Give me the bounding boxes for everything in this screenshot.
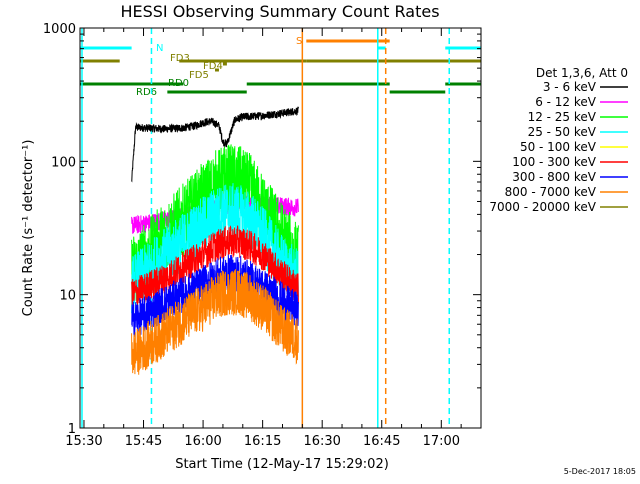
y-tick-label: 100 (51, 155, 76, 170)
x-tick-label: 15:45 (125, 434, 162, 449)
x-axis-label: Start Time (12-May-17 15:29:02) (175, 457, 389, 472)
flag-label-rd6: RD6 (136, 87, 157, 98)
legend-label: 6 - 12 keV (535, 95, 597, 109)
flag-label-fd3: FD3 (170, 53, 190, 64)
legend-label: 3 - 6 keV (543, 80, 597, 94)
legend-label: 50 - 100 keV (520, 140, 597, 154)
legend-label: 100 - 300 keV (512, 155, 596, 169)
legend-label: 300 - 800 keV (512, 170, 596, 184)
flag-label-s: S (296, 36, 302, 47)
legend-label: 12 - 25 keV (528, 110, 597, 124)
legend-title: Det 1,3,6, Att 0 (536, 66, 628, 80)
chart-title: HESSI Observing Summary Count Rates (120, 2, 439, 21)
y-tick-label: 1 (68, 422, 76, 437)
flag-label-fd4: FD4 (203, 61, 223, 72)
data-series (131, 106, 299, 375)
x-tick-label: 16:15 (244, 434, 281, 449)
legend-label: 800 - 7000 keV (505, 185, 597, 199)
flag-label-fd5: FD5 (189, 70, 209, 81)
series-line (131, 225, 299, 310)
x-tick-label: 15:30 (65, 434, 102, 449)
series-line (131, 106, 299, 183)
axes: 15:30 15:45 16:00 16:15 16:30 16:45 17:00 1 10 10… (43, 22, 481, 449)
y-tick-label: 10 (59, 289, 76, 304)
x-tick-label: 16:45 (363, 434, 400, 449)
flag-label-rd0: RD0 (168, 78, 189, 89)
x-tick-label: 17:00 (423, 434, 460, 449)
x-tick-label: 16:30 (303, 434, 340, 449)
x-tick-label: 16:00 (184, 434, 221, 449)
footer-date: 5-Dec-2017 18:05 (564, 467, 636, 476)
y-axis-label: Count Rate (s⁻¹ detector⁻¹) (21, 140, 36, 317)
legend-label: 25 - 50 keV (528, 125, 597, 139)
series-line (131, 183, 299, 314)
series-line (131, 269, 299, 375)
y-tick-label: 1000 (43, 22, 76, 37)
legend-label: 7000 - 20000 keV (489, 200, 596, 214)
flag-label-n: N (156, 43, 163, 54)
plot-frame (79, 27, 482, 429)
